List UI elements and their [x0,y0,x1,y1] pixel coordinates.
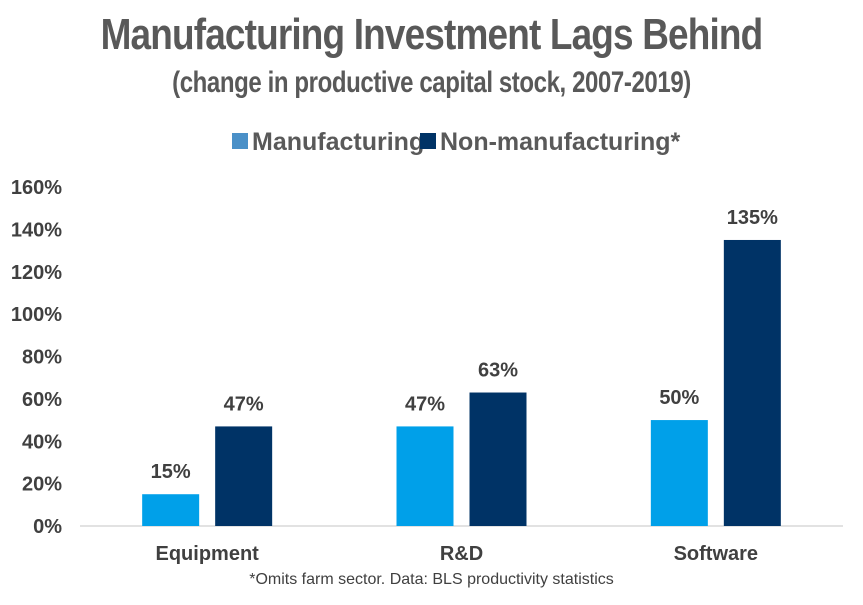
y-tick-label: 60% [22,389,62,411]
legend-swatch-non-manufacturing [420,133,436,149]
bar-non-manufacturing-1 [469,392,527,526]
bar-non-manufacturing-2 [723,239,781,526]
chart-title: Manufacturing Investment Lags Behind [100,10,764,59]
legend-label-non-manufacturing: Non-manufacturing* [440,128,681,156]
y-tick-label: 20% [22,474,62,496]
data-label: 50% [659,387,699,409]
y-tick-label: 40% [22,431,62,453]
bar-manufacturing-1 [396,426,454,526]
y-tick-label: 100% [11,304,62,326]
data-label: 47% [224,393,264,415]
x-tick-label: R&D [440,543,483,565]
y-tick-label: 0% [33,516,62,538]
data-label: 135% [727,207,778,229]
x-tick-label: Equipment [155,543,259,565]
legend-swatch-manufacturing [232,133,248,149]
data-label: 63% [478,360,518,382]
bar-manufacturing-2 [650,420,708,526]
y-tick-label: 120% [11,262,62,284]
y-axis: 0% 20% 40% 60% 80% 100% 120% 140% 160% [11,177,843,538]
footnote: *Omits farm sector. Data: BLS productivi… [249,571,614,588]
data-label: 15% [151,461,191,483]
bars: 15% 47% 47% 63% 50% 135% [142,207,781,526]
legend: Manufacturing Non-manufacturing* [232,128,681,156]
x-axis: Equipment R&D Software [155,543,758,565]
bar-non-manufacturing-0 [215,426,273,526]
y-tick-label: 160% [11,177,62,199]
legend-label-manufacturing: Manufacturing [252,128,424,156]
data-label: 47% [405,393,445,415]
x-tick-label: Software [674,543,758,565]
y-tick-label: 140% [11,219,62,241]
y-tick-label: 80% [22,347,62,369]
bar-manufacturing-0 [142,494,200,526]
chart-subtitle: (change in productive capital stock, 200… [172,66,691,99]
